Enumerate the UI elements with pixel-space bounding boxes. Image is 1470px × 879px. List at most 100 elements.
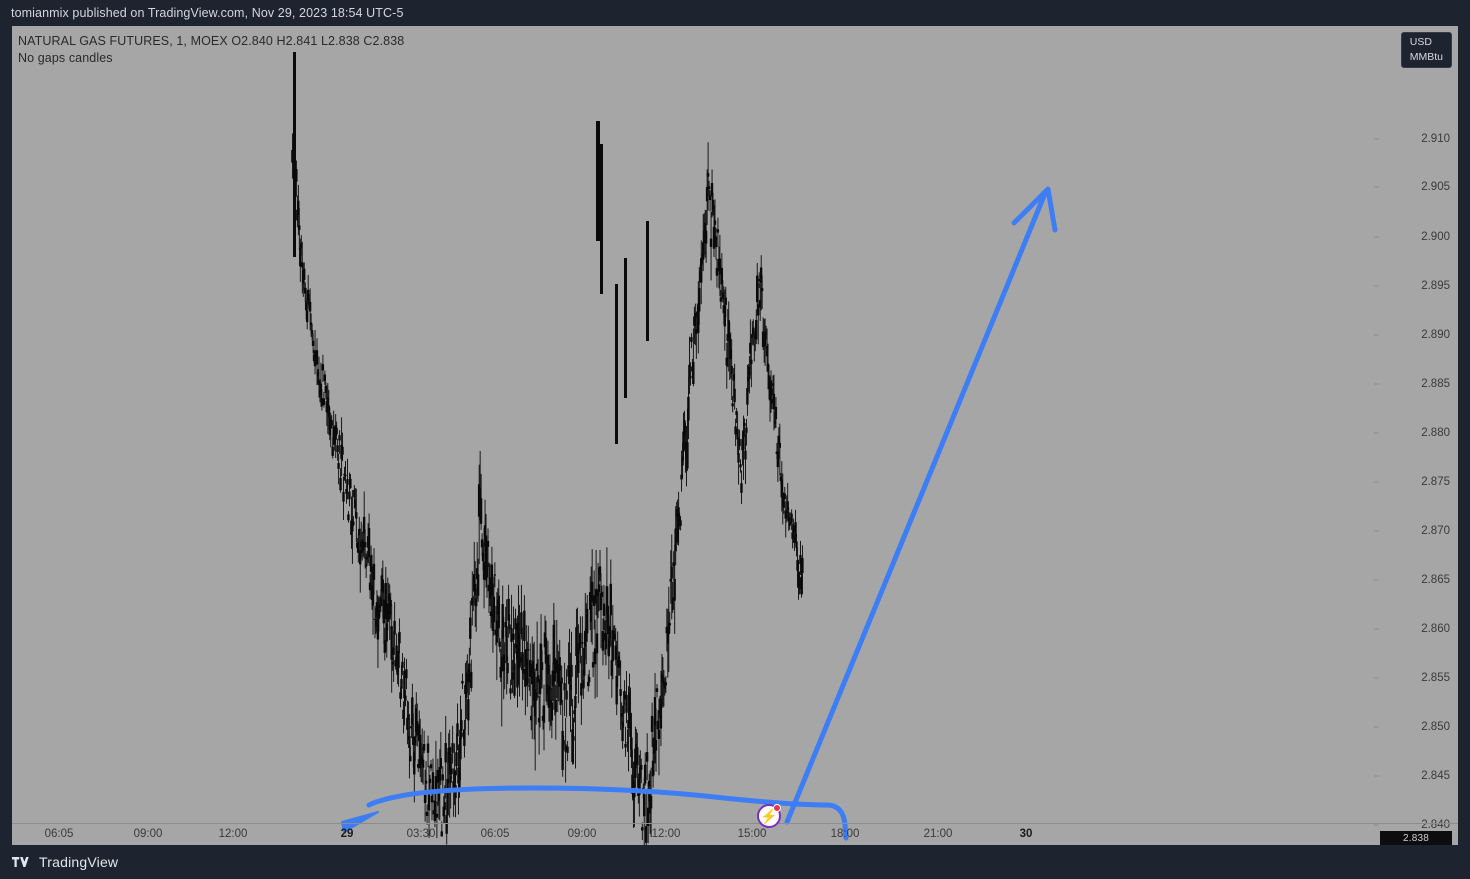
chart-canvas[interactable] (12, 26, 1458, 845)
legend-study-line[interactable]: No gaps candles (18, 51, 113, 65)
candle-body (465, 681, 468, 698)
candle-body (636, 747, 639, 766)
candle-body (595, 633, 599, 654)
candle-wick (472, 595, 474, 612)
candle-wick (473, 541, 475, 606)
candle-body (321, 364, 325, 371)
price-tick-mark (1374, 432, 1379, 434)
candle-body (520, 612, 523, 634)
candle-body (777, 436, 781, 445)
candle-wick (549, 654, 551, 731)
price-tick-label: 2.845 (1421, 770, 1450, 782)
currency-unit-badge[interactable]: USD MMBtu (1400, 32, 1452, 68)
candle-body (395, 645, 398, 666)
candle-body (412, 736, 415, 745)
candle-body (580, 683, 583, 696)
candle-body (646, 807, 650, 827)
bullish-projection-arrow-shaft[interactable] (784, 188, 1049, 825)
candle-body (431, 772, 435, 794)
candle-body (311, 340, 315, 346)
candle-body (472, 601, 475, 603)
candle-body (307, 299, 311, 305)
candle-body (625, 694, 628, 713)
candle-body (776, 451, 780, 468)
candle-body (348, 491, 351, 500)
price-scale[interactable]: 2.910 2.905 2.900 2.895 2.890 2.885 2.880 2.875… (1374, 26, 1458, 845)
candle-body (781, 492, 784, 507)
candle-body (339, 477, 342, 491)
candle-body (663, 683, 667, 689)
candle-wick (441, 821, 443, 837)
candle-body (304, 301, 308, 311)
candle-wick (347, 458, 348, 500)
price-tick-mark (1374, 726, 1379, 728)
candle-wick (546, 662, 548, 706)
drawing-layer[interactable] (341, 186, 1058, 841)
candle-body (591, 662, 595, 668)
candle-body (763, 333, 767, 347)
candle-wick (501, 629, 503, 727)
candle-spike (600, 144, 603, 294)
candle-body (316, 371, 320, 376)
candle-body (430, 795, 434, 803)
support-trend-curve[interactable] (366, 785, 849, 841)
candle-wick (590, 566, 592, 643)
candle-body (594, 588, 598, 604)
candle-body (753, 344, 756, 346)
candle-body (463, 729, 466, 746)
trend-curve-left-arrowhead[interactable] (341, 811, 379, 833)
candle-body (476, 574, 480, 596)
candle-body (428, 778, 432, 784)
candle-body (534, 692, 538, 701)
candle-body (516, 644, 519, 688)
time-scale[interactable]: 06:05 09:00 12:00 29 03:30 06:05 09:00 12:00 15:… (12, 823, 1458, 845)
candle-body (597, 584, 601, 593)
candle-body (711, 200, 715, 210)
candle-body (791, 532, 794, 539)
candle-body (769, 380, 773, 397)
candle-body (609, 583, 612, 616)
candle-wick (301, 241, 303, 294)
candle-body (758, 299, 762, 308)
candle-body (456, 723, 459, 737)
candle-body (416, 764, 420, 768)
alert-lightning-badge[interactable]: ⚡ (757, 804, 781, 828)
candle-spike (646, 221, 649, 341)
candle-body (656, 720, 660, 730)
candle-body (737, 453, 740, 463)
candle-body (786, 501, 789, 511)
candle-body (461, 680, 464, 684)
candle-wick (568, 642, 570, 685)
candle-body (468, 663, 471, 683)
chart-legend[interactable]: NATURAL GAS FUTURES, 1, MOEX O2.840 H2.8… (18, 34, 404, 65)
candle-body (343, 473, 346, 476)
candle-body (442, 806, 445, 817)
candle-body (341, 446, 344, 455)
candle-wick (342, 432, 344, 462)
candle-body (623, 690, 626, 700)
candle-wick (785, 501, 787, 538)
candle-body (689, 376, 692, 379)
tradingview-logo-icon (12, 857, 29, 867)
candle-body (673, 579, 676, 601)
candle-spike (596, 121, 600, 241)
candle-body (453, 771, 456, 783)
candle-body (770, 399, 774, 404)
candle-body (730, 365, 733, 375)
price-tick-mark (1374, 677, 1379, 679)
candle-body (517, 622, 520, 643)
chart-pane[interactable]: NATURAL GAS FUTURES, 1, MOEX O2.840 H2.8… (12, 26, 1458, 845)
candle-body (613, 633, 616, 640)
candle-body (774, 406, 778, 420)
candle-wick (423, 730, 425, 754)
candle-body (524, 668, 527, 687)
candle-body (521, 652, 524, 671)
candle-body (320, 397, 324, 407)
bullish-projection-arrowhead[interactable] (1011, 186, 1058, 233)
candle-body (731, 403, 734, 407)
candle-body (399, 692, 402, 699)
candle-body (382, 599, 385, 624)
candle-wick (317, 368, 319, 384)
legend-symbol-line[interactable]: NATURAL GAS FUTURES, 1, MOEX O2.840 H2.8… (18, 34, 405, 48)
candle-body (694, 312, 697, 326)
